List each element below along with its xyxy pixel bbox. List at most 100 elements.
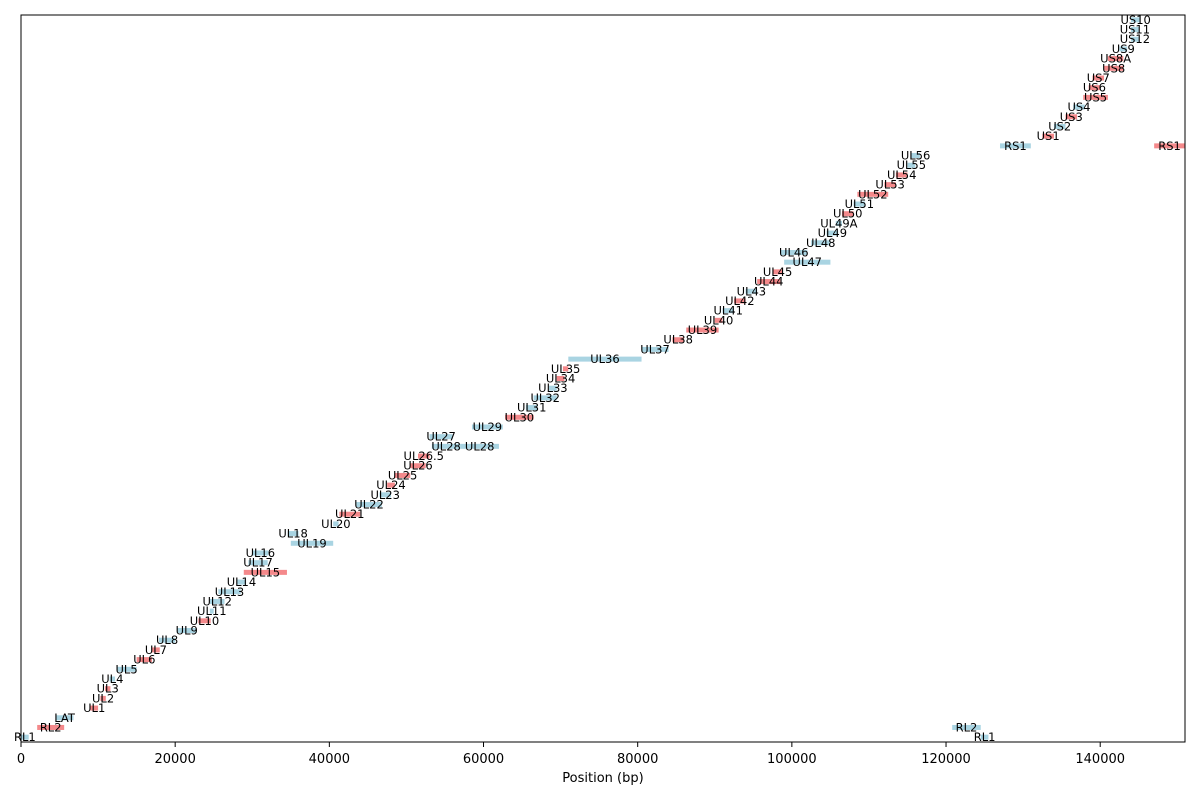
gene-label-us6: US6 — [1083, 81, 1106, 95]
gene-bar-ul54 — [895, 172, 908, 178]
gene-label-ul9: UL9 — [176, 624, 198, 638]
gene-label-ul26: UL26 — [403, 459, 432, 473]
gene-bar-ul25 — [394, 472, 411, 478]
gene-label-ul41: UL41 — [714, 304, 743, 318]
gene-label-ul47: UL47 — [793, 255, 822, 269]
gene-bar-ul21 — [339, 511, 361, 517]
gene-bar-ul5 — [116, 666, 137, 672]
gene-label-ul11: UL11 — [197, 604, 226, 618]
gene-bar-us6 — [1088, 85, 1101, 91]
gene-bar-ul26-5 — [417, 453, 430, 459]
gene-bar-ul37 — [641, 346, 669, 352]
gene-label-us12: US12 — [1120, 32, 1150, 46]
gene-bar-ul10 — [198, 618, 211, 624]
gene-bar-ul16 — [252, 550, 269, 556]
gene-bar-ul13 — [218, 589, 241, 595]
gene-bar-us5 — [1083, 94, 1108, 100]
gene-label-ul54: UL54 — [887, 168, 916, 182]
gene-label-ul55: UL55 — [897, 158, 926, 172]
gene-label-ul35: UL35 — [551, 362, 580, 376]
gene-label-ul49a: UL49A — [820, 216, 857, 230]
x-tick-label: 100000 — [767, 752, 817, 767]
gene-bar-us8 — [1104, 65, 1124, 71]
gene-bar-ul56 — [911, 153, 920, 159]
x-tick-label: 120000 — [921, 752, 971, 767]
gene-bar-ul22 — [356, 502, 382, 508]
gene-bar-us8a — [1107, 56, 1124, 62]
gene-label-ul42: UL42 — [725, 294, 754, 308]
gene-bar-rs1 — [999, 143, 1031, 149]
gene-bar-ul46 — [780, 249, 808, 255]
gene-label-ul10: UL10 — [190, 614, 219, 628]
gene-bar-us3 — [1065, 114, 1078, 120]
gene-bar-rl2 — [952, 724, 981, 730]
gene-label-ul12: UL12 — [202, 594, 231, 608]
gene-label-ul27: UL27 — [426, 430, 455, 444]
gene-label-us3: US3 — [1060, 110, 1083, 124]
gene-bar-ul6 — [136, 657, 153, 663]
gene-label-ul53: UL53 — [875, 178, 904, 192]
gene-label-us8a: US8A — [1100, 52, 1131, 66]
gene-label-ul19: UL19 — [297, 536, 326, 550]
x-tick-label: 60000 — [463, 752, 504, 767]
gene-bar-ul7 — [152, 647, 160, 653]
gene-bar-ul38 — [672, 337, 684, 343]
gene-bar-rl1 — [980, 734, 989, 740]
gene-bar-ul28 — [431, 443, 461, 449]
gene-label-ul39: UL39 — [688, 323, 717, 337]
gene-label-ul28: UL28 — [431, 439, 460, 453]
gene-bar-lat — [55, 715, 74, 721]
gene-bar-ul28 — [460, 443, 499, 449]
gene-bar-ul14 — [236, 579, 247, 585]
gene-label-ul25: UL25 — [388, 468, 417, 482]
gene-label-ul21: UL21 — [335, 507, 364, 521]
gene-bar-ul8 — [158, 637, 176, 643]
x-tick-label: 0 — [17, 752, 25, 767]
gene-label-rl2: RL2 — [40, 720, 62, 734]
gene-label-ul46: UL46 — [779, 245, 808, 259]
gene-bar-ul55 — [907, 162, 916, 168]
gene-label-us2: US2 — [1048, 119, 1071, 133]
gene-label-ul44: UL44 — [754, 275, 783, 289]
gene-bar-ul24 — [387, 482, 395, 488]
gene-bar-ul15 — [243, 569, 287, 575]
gene-bar-ul39 — [686, 327, 719, 333]
gene-bar-ul53 — [884, 182, 896, 188]
gene-label-us4: US4 — [1067, 100, 1090, 114]
gene-bar-ul9 — [176, 628, 197, 634]
gene-label-ul15: UL15 — [251, 565, 280, 579]
gene-label-us9: US9 — [1112, 42, 1135, 56]
gene-label-ul23: UL23 — [370, 488, 399, 502]
gene-labels: RL1RL2LATUL1UL2UL3UL4UL5UL6UL7UL8UL9UL10… — [14, 13, 1181, 744]
gene-bar-us7 — [1092, 75, 1105, 81]
gene-bar-ul32 — [533, 395, 557, 401]
gene-bar-us12 — [1131, 36, 1139, 42]
gene-label-us5: US5 — [1084, 90, 1107, 104]
gene-label-rl1: RL1 — [14, 730, 36, 744]
gene-bar-ul19 — [290, 540, 334, 546]
gene-bar-ul33 — [549, 385, 557, 391]
gene-label-us11: US11 — [1120, 23, 1150, 37]
x-axis: 0 20000 40000 60000 80000 100000 120000 140000 — [17, 742, 1125, 767]
plot-frame — [20, 14, 1186, 743]
gene-bar-ul12 — [209, 598, 225, 604]
gene-label-ul38: UL38 — [663, 333, 692, 347]
gene-bar-us4 — [1073, 104, 1085, 110]
gene-label-ul43: UL43 — [737, 284, 766, 298]
gene-label-ul37: UL37 — [640, 342, 669, 356]
gene-label-ul33: UL33 — [538, 381, 567, 395]
gene-bar-rl1 — [21, 734, 29, 740]
gene-label-us7: US7 — [1087, 71, 1110, 85]
gene-label-ul22: UL22 — [354, 498, 383, 512]
gene-label-ul36: UL36 — [590, 352, 619, 366]
gene-label-ul20: UL20 — [321, 517, 350, 531]
x-tick-label: 140000 — [1075, 752, 1125, 767]
gene-label-ul50: UL50 — [833, 207, 862, 221]
gene-bar-ul29 — [471, 424, 503, 430]
gene-label-ul31: UL31 — [517, 401, 546, 415]
gene-label-ul49: UL49 — [818, 226, 847, 240]
gene-bar-ul2 — [100, 695, 106, 701]
gene-label-ul4: UL4 — [101, 672, 123, 686]
gene-label-ul32: UL32 — [530, 391, 559, 405]
gene-bar-ul52 — [857, 191, 889, 197]
